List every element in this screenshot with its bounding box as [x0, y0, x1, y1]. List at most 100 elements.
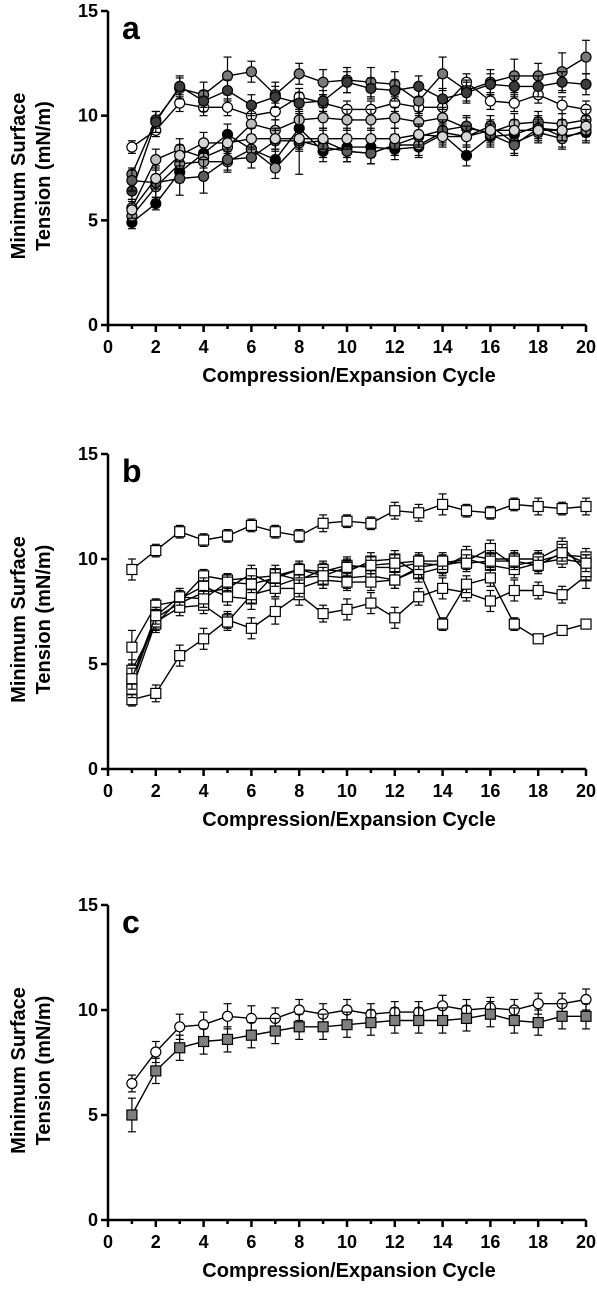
data-point	[126, 563, 138, 576]
data-point	[532, 124, 544, 136]
data-point	[556, 624, 568, 637]
data-point	[174, 149, 186, 162]
data-point	[245, 99, 257, 111]
x-tick-label: 8	[294, 781, 304, 801]
y-tick-label: 0	[88, 759, 98, 779]
panel-c: 0 5 10 15 0 2 4 6 8 10 12 14 16 18 20 Compression/Expan…	[8, 895, 596, 1282]
data-point	[437, 618, 449, 630]
data-point	[198, 593, 210, 605]
x-tick-label: 16	[480, 337, 500, 357]
data-point	[150, 1065, 162, 1077]
y-tick-label: 5	[88, 654, 98, 674]
data-point	[365, 114, 377, 126]
data-point	[437, 582, 449, 595]
data-point	[126, 1077, 138, 1090]
data-point	[460, 1012, 473, 1025]
data-point	[556, 124, 568, 136]
data-point	[437, 1014, 449, 1027]
series-8	[126, 115, 592, 219]
data-point	[174, 172, 186, 185]
data-point	[221, 530, 234, 542]
panel-label: c	[122, 904, 140, 940]
data-point	[341, 603, 353, 616]
panel-label: b	[122, 453, 142, 489]
y-tick-label: 15	[78, 1, 98, 21]
data-point	[389, 133, 401, 145]
data-point	[413, 555, 425, 567]
data-point	[413, 95, 425, 107]
data-point	[532, 584, 544, 597]
data-point	[293, 582, 305, 595]
data-point	[198, 633, 210, 645]
x-tick-label: 6	[246, 1232, 256, 1252]
data-point	[508, 498, 520, 510]
data-point	[556, 503, 568, 515]
data-point	[532, 500, 544, 513]
x-axis-title: Compression/Expansion Cycle	[202, 365, 495, 387]
series-7	[126, 543, 592, 690]
data-point	[508, 97, 520, 109]
series-1	[126, 493, 592, 581]
data-point	[484, 572, 496, 584]
data-point	[150, 1046, 162, 1058]
data-point	[341, 561, 353, 574]
y-tick-label: 15	[78, 895, 98, 915]
series-4	[126, 115, 592, 230]
series-2	[126, 1000, 592, 1133]
data-point	[198, 95, 210, 107]
x-tick-label: 14	[433, 781, 453, 801]
data-point	[365, 82, 377, 95]
x-tick-label: 2	[151, 337, 161, 357]
data-point	[198, 580, 210, 592]
x-tick-label: 18	[528, 781, 548, 801]
data-point	[293, 133, 305, 145]
data-point	[389, 574, 401, 586]
series-6	[126, 110, 592, 226]
series-2	[126, 562, 592, 707]
data-point	[508, 584, 520, 597]
data-point	[126, 204, 138, 216]
data-point	[293, 1004, 305, 1016]
data-point	[221, 70, 234, 82]
data-point	[317, 76, 329, 88]
data-point	[556, 1010, 568, 1022]
data-point	[484, 555, 496, 567]
data-point	[269, 1025, 281, 1037]
x-tick-label: 12	[385, 337, 405, 357]
data-point	[580, 993, 592, 1006]
data-point	[413, 128, 425, 141]
x-axis-title: Compression/Expansion Cycle	[202, 809, 495, 831]
data-point	[317, 133, 329, 145]
data-point	[508, 1014, 520, 1027]
data-point	[269, 105, 281, 118]
data-point	[484, 507, 496, 519]
data-point	[413, 1014, 425, 1027]
x-tick-label: 18	[528, 337, 548, 357]
x-tick-label: 20	[576, 1232, 596, 1252]
y-tick-label: 5	[88, 210, 98, 230]
data-point	[198, 170, 210, 182]
data-point	[508, 80, 520, 92]
x-tick-label: 0	[103, 1232, 113, 1252]
x-axis-title: Compression/Expansion Cycle	[202, 1260, 495, 1282]
data-point	[365, 1016, 377, 1029]
series-6	[126, 560, 592, 699]
x-tick-label: 16	[480, 1232, 500, 1252]
data-point	[150, 544, 162, 557]
data-point	[150, 172, 162, 185]
data-point	[150, 154, 162, 166]
data-point	[293, 530, 305, 542]
y-axis-title-line: Tension (mN/m)	[33, 101, 55, 251]
data-point	[221, 84, 234, 97]
series-7	[126, 115, 592, 200]
data-point	[245, 151, 257, 164]
x-tick-label: 14	[433, 337, 453, 357]
data-point	[389, 612, 401, 624]
data-point	[221, 616, 234, 628]
data-point	[174, 97, 186, 109]
data-point	[245, 1029, 257, 1041]
data-point	[150, 116, 162, 128]
data-point	[198, 1019, 210, 1031]
data-point	[293, 68, 305, 80]
